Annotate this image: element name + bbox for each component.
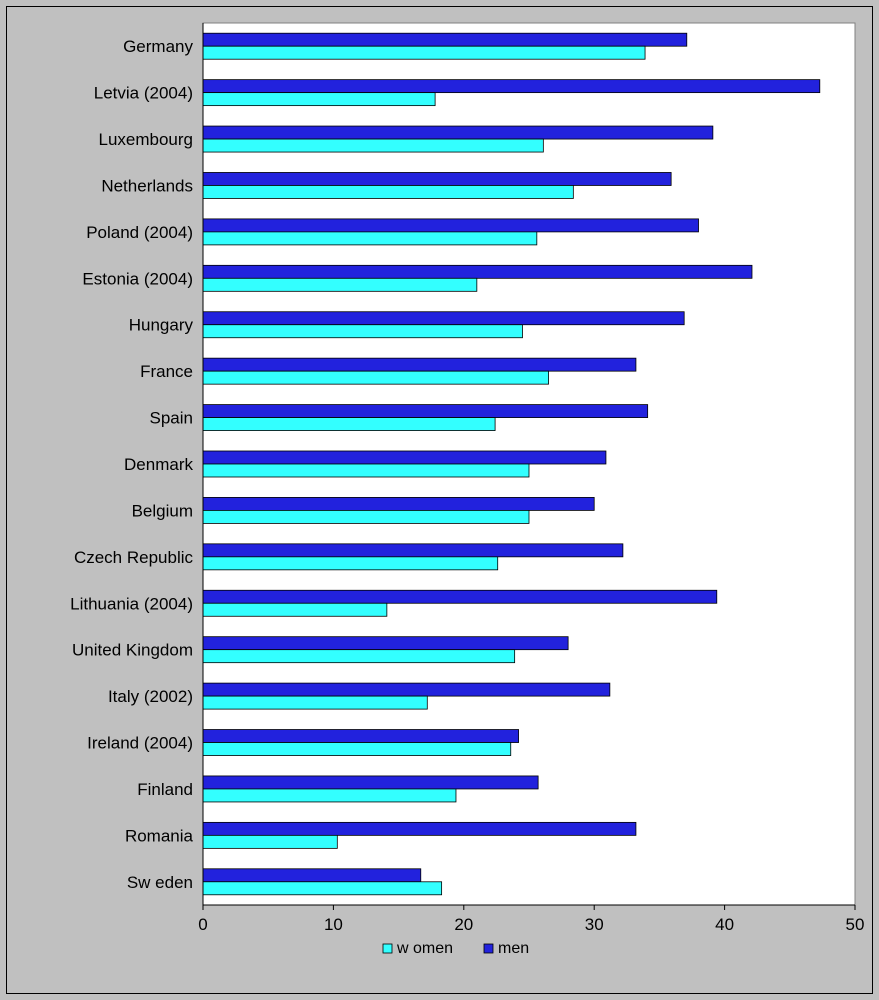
category-label: Poland (2004) bbox=[86, 223, 193, 242]
bar-men bbox=[202, 775, 539, 790]
bar-men bbox=[202, 497, 595, 511]
bar-men bbox=[202, 404, 649, 418]
bar-men bbox=[202, 32, 688, 47]
x-tick-label: 10 bbox=[324, 915, 343, 934]
bar-men bbox=[202, 311, 685, 326]
category-label: Belgium bbox=[132, 501, 193, 520]
bar-women bbox=[202, 510, 530, 524]
x-tick-label: 50 bbox=[846, 915, 865, 934]
bar-women bbox=[202, 695, 428, 710]
bar-men bbox=[202, 821, 637, 836]
category-label: Sw eden bbox=[127, 873, 193, 892]
category-label: Spain bbox=[150, 409, 193, 428]
legend-swatch-women bbox=[382, 943, 393, 954]
bar-men bbox=[202, 868, 422, 883]
x-tick-label: 20 bbox=[454, 915, 473, 934]
bar-men bbox=[202, 729, 519, 743]
bar-men bbox=[202, 357, 637, 372]
bar-women bbox=[202, 231, 538, 246]
bar-women bbox=[202, 417, 496, 431]
category-label: Czech Republic bbox=[74, 548, 194, 567]
category-label: United Kingdom bbox=[72, 641, 193, 660]
x-tick-label: 0 bbox=[198, 915, 207, 934]
category-label: Estonia (2004) bbox=[82, 269, 193, 288]
bar-men bbox=[202, 264, 753, 279]
bar-men bbox=[202, 125, 714, 140]
bar-chart: Germany Letvia (2004) Luxembourg Netherland… bbox=[70, 22, 864, 957]
x-tick-label: 30 bbox=[585, 915, 604, 934]
x-axis-ticks: 0 10 20 30 40 50 bbox=[198, 905, 864, 934]
bar-women bbox=[202, 556, 499, 571]
category-label: Hungary bbox=[129, 316, 194, 335]
category-label: Denmark bbox=[124, 455, 193, 474]
category-label: Finland bbox=[137, 780, 193, 799]
category-label: Ireland (2004) bbox=[87, 734, 193, 753]
bar-women bbox=[202, 324, 523, 339]
category-label: Italy (2002) bbox=[108, 687, 193, 706]
bar-women bbox=[202, 834, 338, 849]
bar-women bbox=[202, 649, 516, 664]
category-label: Letvia (2004) bbox=[94, 84, 193, 103]
bar-women bbox=[202, 138, 544, 153]
legend-label-men: men bbox=[498, 940, 529, 957]
bar-men bbox=[202, 636, 569, 651]
category-label: France bbox=[140, 362, 193, 381]
bars-group bbox=[202, 32, 821, 896]
bar-men bbox=[202, 218, 699, 233]
bar-men bbox=[202, 543, 624, 558]
category-label: Netherlands bbox=[101, 176, 193, 195]
category-label: Luxembourg bbox=[98, 130, 193, 149]
bar-women bbox=[202, 602, 388, 617]
chart-frame: Germany Letvia (2004) Luxembourg Netherland… bbox=[6, 6, 873, 994]
bar-men bbox=[202, 79, 821, 94]
bar-men bbox=[202, 589, 718, 604]
bar-women bbox=[202, 742, 512, 756]
category-label: Lithuania (2004) bbox=[70, 594, 193, 613]
bar-women bbox=[202, 277, 478, 292]
bar-women bbox=[202, 45, 646, 60]
x-tick-label: 40 bbox=[715, 915, 734, 934]
bar-women bbox=[202, 788, 457, 803]
bar-men bbox=[202, 682, 611, 697]
bar-women bbox=[202, 881, 443, 896]
bar-women bbox=[202, 370, 549, 385]
category-label: Germany bbox=[123, 37, 193, 56]
bar-women bbox=[202, 92, 436, 107]
legend-label-women: w omen bbox=[396, 940, 453, 957]
legend: w omen men bbox=[382, 940, 529, 957]
bar-women bbox=[202, 463, 530, 478]
bar-men bbox=[202, 172, 672, 186]
category-labels: Germany Letvia (2004) Luxembourg Netherland… bbox=[70, 37, 193, 892]
legend-swatch-men bbox=[483, 943, 494, 954]
category-label: Romania bbox=[125, 826, 194, 845]
bar-women bbox=[202, 185, 574, 199]
bar-men bbox=[202, 450, 607, 465]
